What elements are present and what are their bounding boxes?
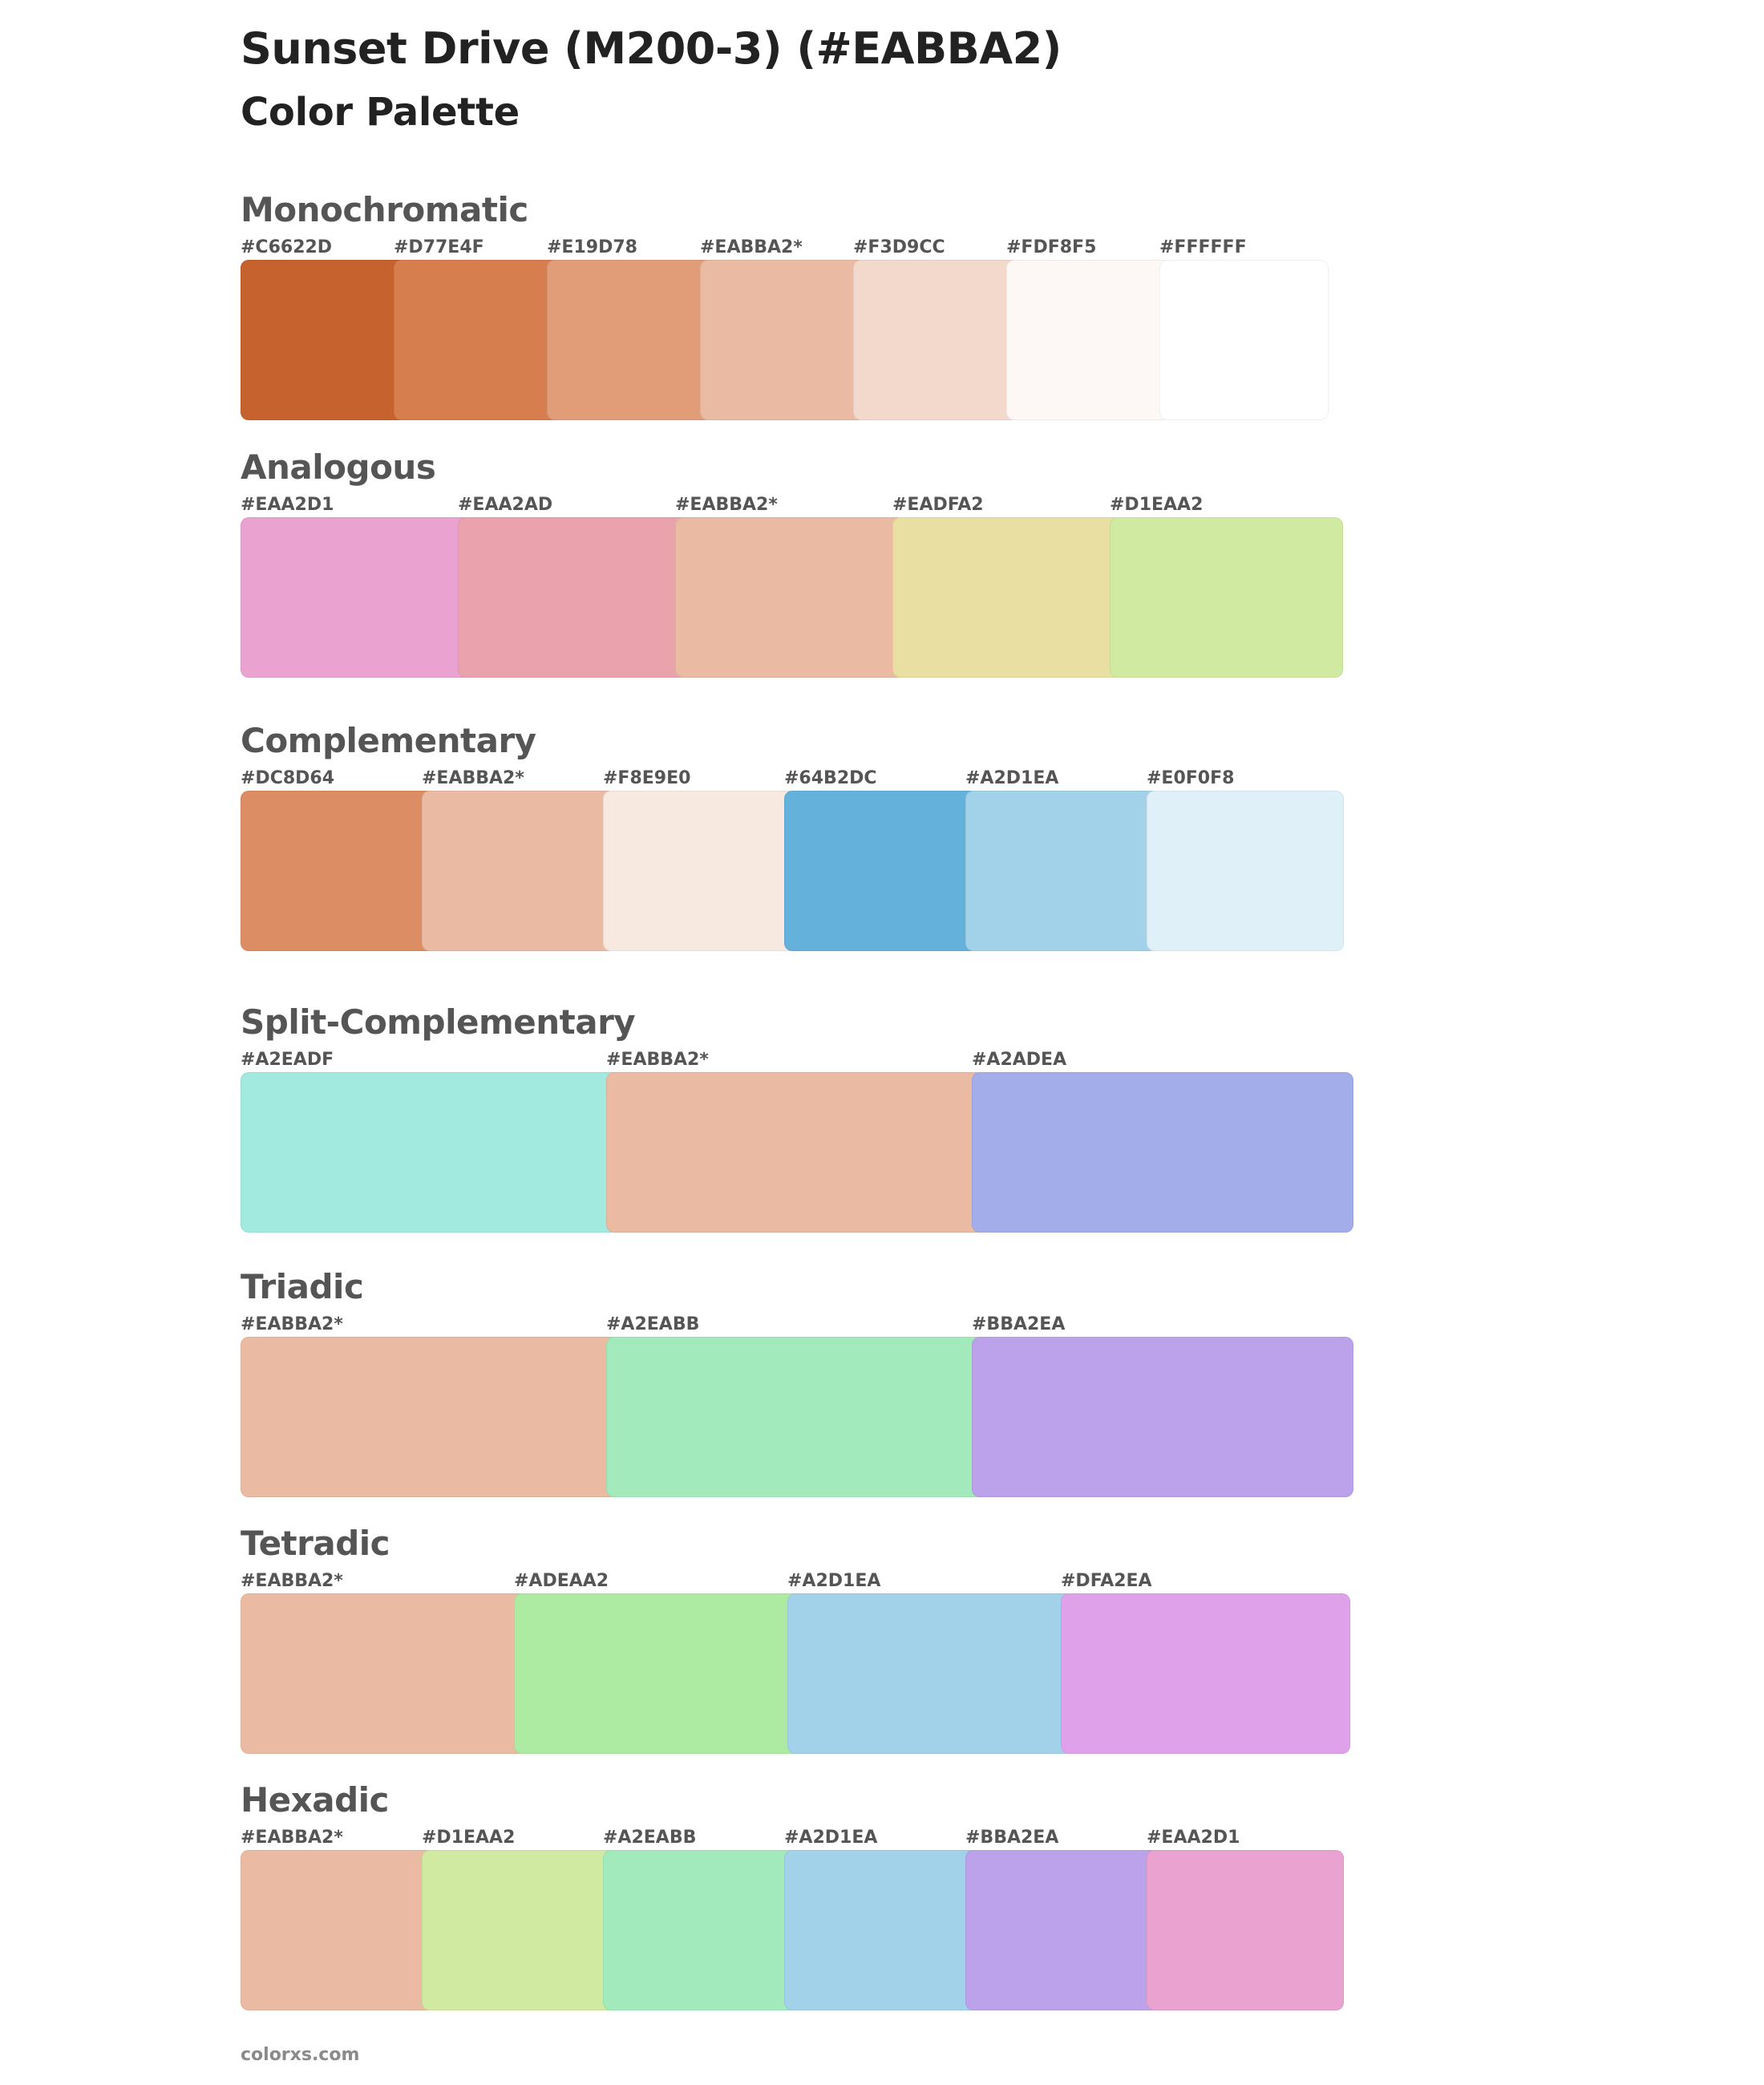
hex-label[interactable]: #EABBA2* [422, 768, 524, 788]
section-tetradic: Tetradic #EABBA2* #ADEAA2 #A2D1EA #DFA2EA [241, 1520, 1350, 1754]
hex-label[interactable]: #A2EABB [603, 1828, 697, 1848]
hex-label[interactable]: #EABBA2* [606, 1050, 709, 1070]
color-swatch[interactable] [422, 1850, 619, 2010]
hex-labels: #EABBA2* #A2EABB #BBA2EA [241, 1313, 1065, 1337]
color-swatch[interactable] [603, 1850, 800, 2010]
hex-label[interactable]: #C6622D [241, 237, 333, 257]
color-swatch[interactable] [1061, 1593, 1350, 1754]
hex-label[interactable]: #F8E9E0 [603, 768, 691, 788]
hex-label[interactable]: #A2D1EA [784, 1828, 878, 1848]
swatch-row [241, 260, 1329, 420]
color-swatch[interactable] [422, 791, 619, 951]
swatch-row [241, 1337, 1353, 1497]
hex-label[interactable]: #F3D9CC [853, 237, 945, 257]
hex-label[interactable]: #E19D78 [547, 237, 637, 257]
color-swatch[interactable] [458, 517, 691, 678]
color-swatch[interactable] [972, 1337, 1353, 1497]
hex-label[interactable]: #DC8D64 [241, 768, 335, 788]
hex-label[interactable]: #BBA2EA [972, 1314, 1066, 1334]
hex-label[interactable]: #D1EAA2 [1110, 495, 1204, 515]
color-swatch[interactable] [965, 1850, 1163, 2010]
hex-label[interactable]: #A2EADF [241, 1050, 334, 1070]
hex-label[interactable]: #D1EAA2 [422, 1828, 516, 1848]
swatch-row [241, 1593, 1350, 1754]
color-swatch[interactable] [603, 791, 800, 951]
color-swatch[interactable] [965, 791, 1163, 951]
hex-label[interactable]: #EABBA2* [700, 237, 803, 257]
hex-label[interactable]: #FFFFFF [1159, 237, 1247, 257]
section-analogous: Analogous #EAA2D1 #EAA2AD #EABBA2* #EADFA2 #D… [241, 443, 1343, 678]
page-subtitle: Color Palette [241, 90, 520, 135]
section-title: Triadic [241, 1267, 364, 1306]
hex-labels: #EABBA2* #D1EAA2 #A2EABB #A2D1EA #BBA2EA #EAA… [241, 1826, 1240, 1850]
color-swatch[interactable] [606, 1072, 988, 1233]
hex-labels: #EAA2D1 #EAA2AD #EABBA2* #EADFA2 #D1EAA2 [241, 493, 1203, 517]
color-swatch[interactable] [241, 260, 410, 420]
color-swatch[interactable] [892, 517, 1126, 678]
section-hexadic: Hexadic #EABBA2* #D1EAA2 #A2EABB #A2D1EA #BBA… [241, 1776, 1344, 2010]
color-swatch[interactable] [784, 791, 981, 951]
color-swatch[interactable] [787, 1593, 1077, 1754]
color-swatch[interactable] [241, 1850, 438, 2010]
section-title: Hexadic [241, 1780, 389, 1820]
section-title: Split-Complementary [241, 1002, 636, 1042]
color-swatch[interactable] [1110, 517, 1343, 678]
hex-label[interactable]: #BBA2EA [965, 1828, 1059, 1848]
section-monochromatic: Monochromatic #C6622D #D77E4F #E19D78 #EABBA… [241, 186, 1329, 420]
color-swatch[interactable] [853, 260, 1022, 420]
hex-label[interactable]: #EADFA2 [892, 495, 984, 515]
color-swatch[interactable] [1147, 1850, 1344, 2010]
color-swatch[interactable] [606, 1337, 988, 1497]
hex-label[interactable]: #FDF8F5 [1006, 237, 1097, 257]
color-swatch[interactable] [547, 260, 716, 420]
color-swatch[interactable] [1006, 260, 1175, 420]
swatch-row [241, 517, 1343, 678]
color-swatch[interactable] [514, 1593, 803, 1754]
hex-labels: #EABBA2* #ADEAA2 #A2D1EA #DFA2EA [241, 1569, 1152, 1593]
color-swatch[interactable] [784, 1850, 981, 2010]
hex-label[interactable]: #EABBA2* [241, 1571, 343, 1591]
hex-label[interactable]: #EABBA2* [241, 1314, 343, 1334]
hex-label[interactable]: #EAA2AD [458, 495, 553, 515]
hex-label[interactable]: #EAA2D1 [1147, 1828, 1240, 1848]
hex-label[interactable]: #EABBA2* [675, 495, 778, 515]
section-title: Analogous [241, 447, 436, 487]
color-swatch[interactable] [700, 260, 869, 420]
color-swatch[interactable] [394, 260, 563, 420]
swatch-row [241, 1850, 1344, 2010]
hex-label[interactable]: #A2EABB [606, 1314, 700, 1334]
hex-label[interactable]: #D77E4F [394, 237, 484, 257]
section-complementary: Complementary #DC8D64 #EABBA2* #F8E9E0 #64B2… [241, 717, 1344, 951]
section-title: Monochromatic [241, 190, 528, 229]
color-swatch[interactable] [241, 1072, 622, 1233]
color-swatch[interactable] [241, 1593, 530, 1754]
color-swatch[interactable] [675, 517, 908, 678]
section-title: Tetradic [241, 1524, 390, 1563]
color-swatch[interactable] [1147, 791, 1344, 951]
hex-label[interactable]: #A2D1EA [787, 1571, 881, 1591]
hex-label[interactable]: #ADEAA2 [514, 1571, 609, 1591]
hex-label[interactable]: #DFA2EA [1061, 1571, 1152, 1591]
hex-labels: #A2EADF #EABBA2* #A2ADEA [241, 1048, 1066, 1072]
hex-label[interactable]: #64B2DC [784, 768, 877, 788]
hex-label[interactable]: #E0F0F8 [1147, 768, 1235, 788]
hex-label[interactable]: #EAA2D1 [241, 495, 334, 515]
section-title: Complementary [241, 721, 536, 760]
swatch-row [241, 1072, 1353, 1233]
section-triadic: Triadic #EABBA2* #A2EABB #BBA2EA [241, 1263, 1353, 1497]
swatch-row [241, 791, 1344, 951]
color-swatch[interactable] [972, 1072, 1353, 1233]
color-swatch[interactable] [241, 1337, 622, 1497]
hex-labels: #DC8D64 #EABBA2* #F8E9E0 #64B2DC #A2D1EA #E0F… [241, 767, 1234, 791]
color-swatch[interactable] [241, 517, 474, 678]
hex-label[interactable]: #A2D1EA [965, 768, 1059, 788]
hex-label[interactable]: #A2ADEA [972, 1050, 1067, 1070]
page-title: Sunset Drive (M200-3) (#EABBA2) [241, 23, 1062, 74]
site-credit[interactable]: colorxs.com [241, 2045, 360, 2065]
color-swatch[interactable] [1159, 260, 1329, 420]
color-swatch[interactable] [241, 791, 438, 951]
hex-label[interactable]: #EABBA2* [241, 1828, 343, 1848]
hex-labels: #C6622D #D77E4F #E19D78 #EABBA2* #F3D9CC #FDF… [241, 236, 1247, 260]
section-split-complementary: Split-Complementary #A2EADF #EABBA2* #A2ADE… [241, 998, 1353, 1233]
